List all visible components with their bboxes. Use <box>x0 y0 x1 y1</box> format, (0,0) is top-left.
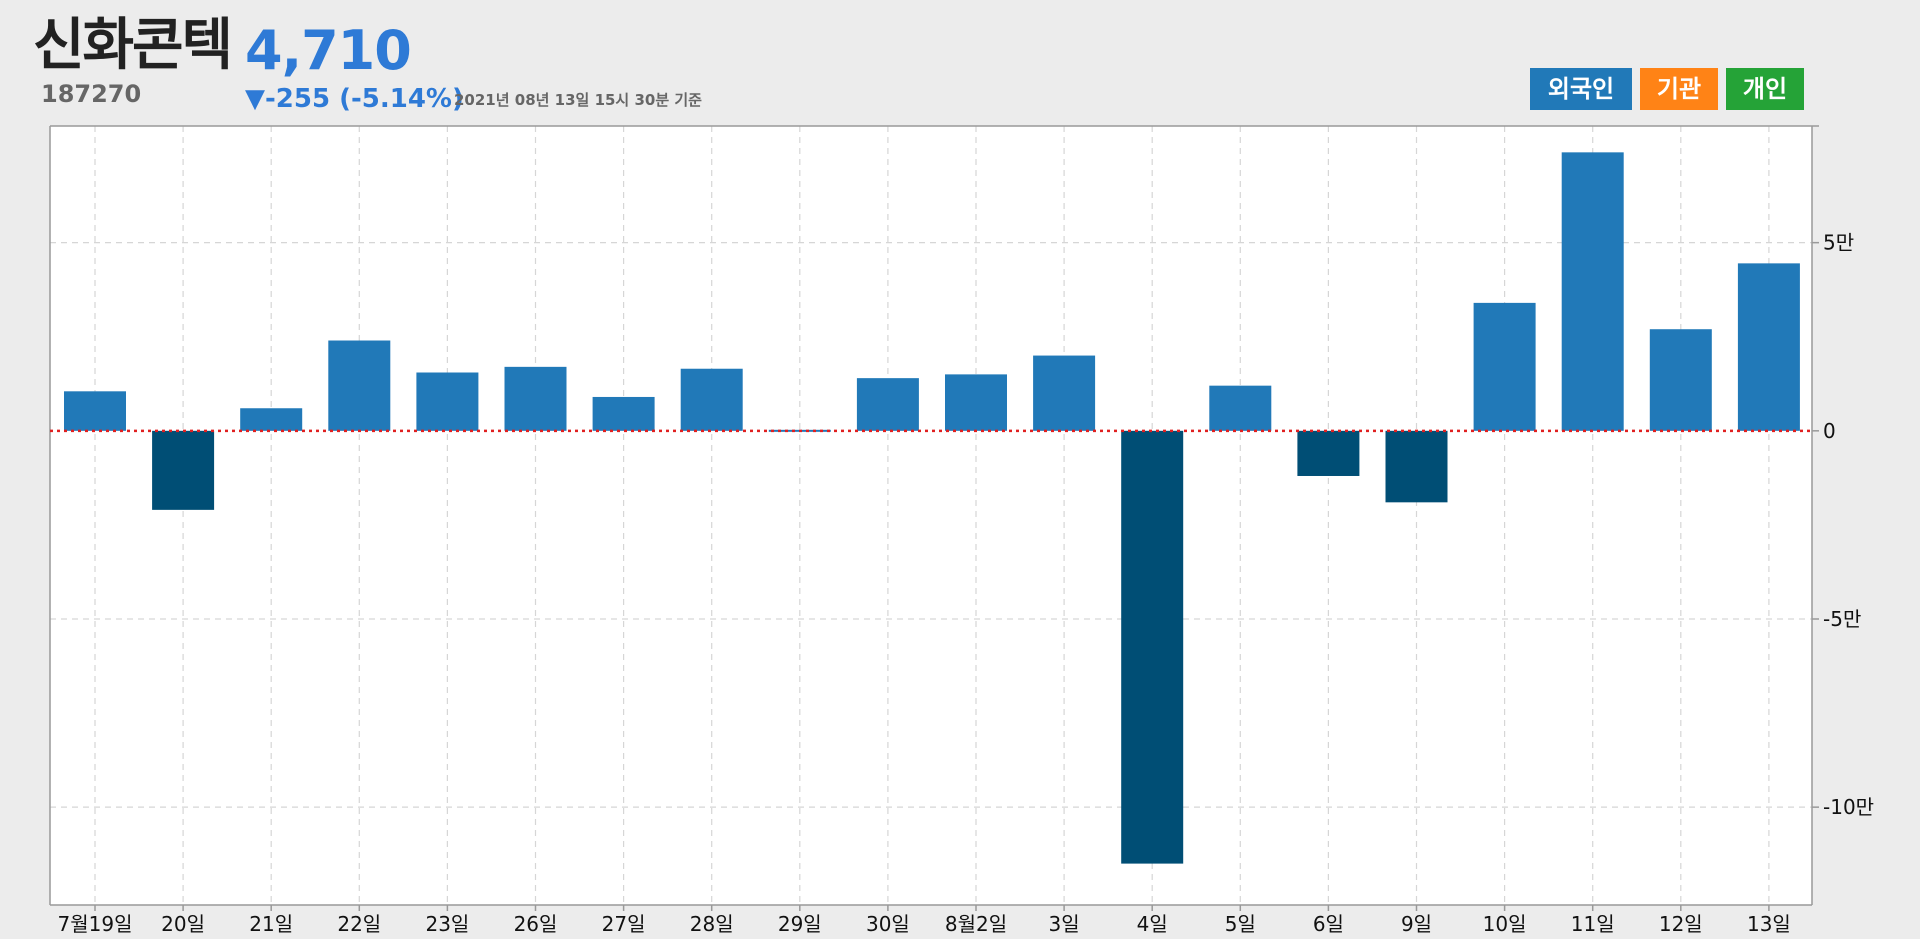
bar[interactable] <box>1737 263 1800 431</box>
x-tick-label: 29일 <box>778 912 822 936</box>
bar[interactable] <box>240 408 303 431</box>
y-tick-label: 0 <box>1823 419 1836 443</box>
x-tick-label: 28일 <box>690 912 734 936</box>
y-tick-label: 5만 <box>1823 231 1854 255</box>
bar[interactable] <box>328 340 391 431</box>
stock-price: 4,710 <box>245 19 412 82</box>
stock-name: 신화콘텍 <box>33 13 233 78</box>
x-tick-label: 22일 <box>337 912 381 936</box>
bar[interactable] <box>1209 385 1272 431</box>
x-tick-label: 4일 <box>1137 912 1168 936</box>
bar[interactable] <box>1385 430 1448 503</box>
timestamp: 2021년 08년 13일 15시 30분 기준 <box>454 91 702 109</box>
x-tick-label: 9일 <box>1401 912 1432 936</box>
x-tick-label: 20일 <box>161 912 205 936</box>
bar[interactable] <box>416 372 479 431</box>
x-tick-label: 10일 <box>1483 912 1527 936</box>
plot-area <box>50 126 1812 905</box>
x-tick-label: 6일 <box>1313 912 1344 936</box>
y-tick-label: -10만 <box>1823 795 1874 819</box>
x-tick-label: 11일 <box>1571 912 1615 936</box>
x-tick-label: 12일 <box>1659 912 1703 936</box>
bar[interactable] <box>64 391 126 431</box>
bar[interactable] <box>504 366 567 431</box>
bar[interactable] <box>1033 355 1096 431</box>
bar[interactable] <box>1649 329 1712 431</box>
x-tick-label: 21일 <box>249 912 293 936</box>
bar[interactable] <box>1561 152 1624 431</box>
x-tick-label: 3일 <box>1049 912 1080 936</box>
bar[interactable] <box>1473 302 1536 431</box>
x-tick-label: 26일 <box>514 912 558 936</box>
x-tick-label: 23일 <box>425 912 469 936</box>
bar[interactable] <box>856 378 919 431</box>
bar[interactable] <box>1297 430 1360 476</box>
bar[interactable] <box>945 374 1007 431</box>
bar[interactable] <box>152 430 215 510</box>
x-tick-label: 5일 <box>1225 912 1256 936</box>
bar[interactable] <box>592 396 655 431</box>
legend-individual-button[interactable]: 개인 <box>1726 68 1804 110</box>
y-tick-label: -5만 <box>1823 607 1861 631</box>
legend-institution-button[interactable]: 기관 <box>1640 68 1718 110</box>
stock-code: 187270 <box>41 80 142 108</box>
bar[interactable] <box>1121 430 1184 864</box>
x-tick-label: 8월2일 <box>945 912 1007 936</box>
price-change: ▼-255 (-5.14%) <box>245 84 464 114</box>
x-tick-label: 13일 <box>1747 912 1791 936</box>
legend-foreign-button[interactable]: 외국인 <box>1530 68 1632 110</box>
x-tick-label: 7월19일 <box>58 912 133 936</box>
bar[interactable] <box>680 368 743 431</box>
x-tick-label: 30일 <box>866 912 910 936</box>
x-tick-label: 27일 <box>602 912 646 936</box>
